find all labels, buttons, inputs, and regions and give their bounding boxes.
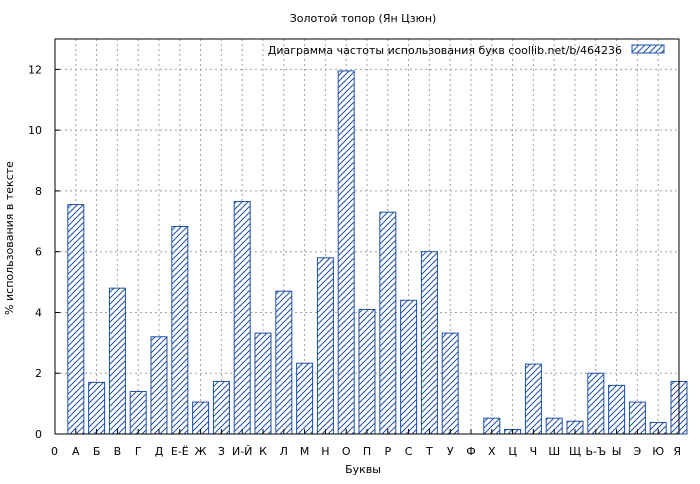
bar [524,363,542,435]
x-tick-label: Щ [569,445,581,458]
bar [212,380,230,435]
x-tick-label: Ы [612,445,622,458]
legend-swatch [631,44,665,54]
axis-ticks: 0 2 4 6 8 10 12 0 А Б В Г Д Е-Ё Ж З И-Й К Л М Н О П Р С Т У Ф Х Ц Ч Ш Щ Ь… [28,63,681,458]
x-tick-label: Х [488,445,496,458]
bar [233,201,251,435]
x-tick-label: Ч [530,445,538,458]
bar [129,390,147,435]
legend-label: Диаграмма частоты использования букв coo… [268,44,622,57]
bar [608,384,626,435]
bar [108,287,126,435]
legend: Диаграмма частоты использования букв coo… [268,44,665,57]
x-tick-label: Ь-Ъ [585,445,606,458]
x-tick-label: Ц [508,445,517,458]
x-tick-label: Ф [466,445,475,458]
x-tick-label: 0 [51,445,58,458]
y-tick-label: 8 [35,185,42,198]
x-tick-label: Ш [548,445,560,458]
x-tick-label: П [363,445,371,458]
x-tick-label: О [342,445,351,458]
x-tick-label: У [447,445,454,458]
bar [420,251,438,435]
x-tick-label: К [259,445,267,458]
y-axis-label: % использования в тексте [3,161,16,315]
bar [275,290,293,435]
x-tick-label: Г [135,445,142,458]
y-tick-label: 12 [28,63,42,76]
x-tick-label: Ю [652,445,664,458]
y-tick-label: 10 [28,124,42,137]
x-tick-label: Э [634,445,642,458]
x-tick-label: Р [384,445,391,458]
x-tick-label: Я [673,445,681,458]
x-axis-label: Буквы [345,463,381,476]
x-tick-label: М [300,445,310,458]
bar [316,257,334,435]
x-tick-label: И-Й [232,445,252,458]
bar [254,332,272,435]
bar [400,299,418,435]
bar [67,204,85,435]
x-tick-label: Б [93,445,101,458]
bar [358,308,376,435]
x-tick-label: А [72,445,80,458]
y-tick-label: 2 [35,367,42,380]
bar [171,225,189,435]
x-tick-label: Е-Ё [171,445,189,458]
x-tick-label: В [114,445,122,458]
y-tick-label: 4 [35,306,42,319]
x-tick-label: Л [280,445,288,458]
bar [441,332,459,435]
grid-lines [55,39,679,434]
bar [88,381,106,435]
y-tick-label: 0 [35,428,42,441]
bar [296,362,314,435]
x-tick-label: Н [321,445,329,458]
x-tick-label: Ж [195,445,207,458]
x-tick-label: Т [425,445,433,458]
chart-title: Золотой топор (Ян Цзюн) [290,12,437,25]
bar [337,70,355,435]
bar [379,211,397,435]
x-tick-label: С [405,445,413,458]
bar [587,372,605,435]
x-tick-label: Д [155,445,164,458]
bars [67,70,688,435]
x-tick-label: З [218,445,225,458]
bar [150,336,168,435]
y-tick-label: 6 [35,246,42,259]
